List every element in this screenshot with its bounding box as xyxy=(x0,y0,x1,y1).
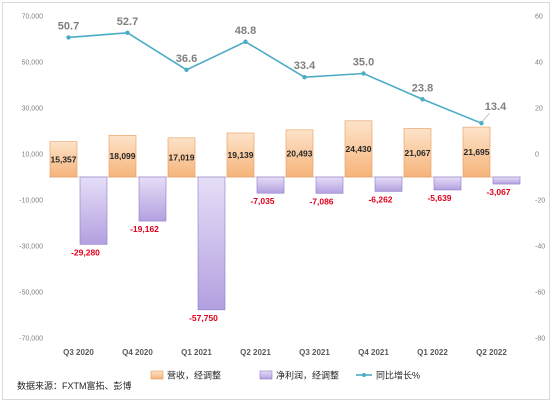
net-profit-bar xyxy=(374,176,403,192)
yoy-growth-point xyxy=(243,39,248,44)
net-profit-data-label: -7,035 xyxy=(250,196,274,206)
yoy-growth-point xyxy=(361,71,366,76)
chart-frame: 70,000 50,000 30,000 10,000 -10,000 -30,000 -5… xyxy=(2,2,550,400)
left-tick-label: -50,000 xyxy=(19,290,43,297)
net-profit-data-label: -29,280 xyxy=(71,247,100,257)
legend-yoy-label: 同比增长% xyxy=(376,370,420,381)
revenue-data-label: 24,430 xyxy=(346,144,372,154)
right-tick-label: 20 xyxy=(535,106,543,113)
yoy-growth-point xyxy=(125,30,130,35)
yoy-growth-data-label: 52.7 xyxy=(117,16,138,28)
net-profit-bar xyxy=(433,176,462,191)
legend: 营收，经调整 净利润，经调整 同比增长% xyxy=(150,370,420,381)
revenue-data-label: 17,019 xyxy=(169,152,195,162)
left-tick-label: 50,000 xyxy=(22,60,44,67)
right-tick-label: -40 xyxy=(535,244,545,251)
left-axis: 70,000 50,000 30,000 10,000 -10,000 -30,000 -5… xyxy=(19,14,43,343)
category-label: Q1 2021 xyxy=(181,348,212,357)
net-profit-data-label: -3,067 xyxy=(486,187,510,197)
yoy-growth-data-label: 50.7 xyxy=(58,20,79,32)
bar-series: 15,357 -29,280 18,099 -19,162 17,019 -57,750 1… xyxy=(49,120,521,323)
yoy-growth-point xyxy=(302,74,307,80)
category-label: Q3 2021 xyxy=(299,348,330,357)
yoy-growth-point xyxy=(420,97,425,102)
left-tick-label: -10,000 xyxy=(19,198,43,205)
revenue-bar xyxy=(344,120,373,178)
category-label: Q2 2022 xyxy=(476,348,507,357)
left-tick-label: -30,000 xyxy=(19,244,43,251)
revenue-data-label: 18,099 xyxy=(110,151,136,161)
category-label: Q4 2020 xyxy=(122,348,153,357)
yoy-label-leader xyxy=(482,112,490,122)
yoy-growth-point xyxy=(66,35,71,40)
net-profit-data-label: -6,262 xyxy=(368,194,392,204)
right-tick-label: 0 xyxy=(535,152,539,159)
revenue-data-label: 19,139 xyxy=(228,150,254,160)
legend-revenue-swatch xyxy=(150,370,164,380)
left-tick-label: -70,000 xyxy=(19,336,43,343)
net-profit-bar xyxy=(197,176,226,311)
right-tick-label: -80 xyxy=(535,336,545,343)
net-profit-data-label: -57,750 xyxy=(189,313,218,323)
yoy-growth-data-label: 33.4 xyxy=(294,60,316,72)
category-label: Q1 2022 xyxy=(417,348,448,357)
net-profit-data-label: -7,086 xyxy=(309,196,333,206)
revenue-data-label: 21,695 xyxy=(464,147,490,157)
left-tick-label: 30,000 xyxy=(22,106,44,113)
revenue-bar xyxy=(462,126,491,178)
revenue-data-label: 20,493 xyxy=(287,148,313,158)
yoy-growth-data-label: 36.6 xyxy=(176,53,197,65)
right-tick-label: -20 xyxy=(535,198,545,205)
yoy-growth-point xyxy=(479,120,484,126)
net-profit-bar xyxy=(315,176,344,194)
yoy-growth-data-label: 23.8 xyxy=(412,82,433,94)
legend-net-profit-swatch xyxy=(259,370,273,380)
net-profit-bar xyxy=(138,176,167,222)
right-tick-label: -60 xyxy=(535,290,545,297)
legend-yoy-marker xyxy=(362,373,366,377)
legend-net-profit-label: 净利润，经调整 xyxy=(276,370,339,381)
category-label: Q2 2021 xyxy=(240,348,271,357)
yoy-growth-data-label: 48.8 xyxy=(235,25,256,37)
revenue-bar xyxy=(226,132,255,178)
left-tick-label: 10,000 xyxy=(22,152,44,159)
category-axis: Q3 2020 Q4 2020 Q1 2021 Q2 2021 Q3 2021 Q4 20… xyxy=(63,348,507,357)
data-source-note: 数据来源：FXTM富拓、彭博 xyxy=(17,381,132,391)
yoy-growth-point xyxy=(184,67,189,73)
net-profit-data-label: -19,162 xyxy=(130,224,159,234)
revenue-bar xyxy=(285,129,314,178)
net-profit-data-label: -5,639 xyxy=(427,193,451,203)
yoy-growth-data-label: 35.0 xyxy=(353,57,374,69)
line-series: 50.7 52.7 36.6 48.8 33.4 35.0 23.8 13.4 xyxy=(58,16,507,126)
yoy-growth-data-label: 13.4 xyxy=(485,101,507,113)
revenue-bar xyxy=(108,135,137,178)
category-label: Q3 2020 xyxy=(63,348,94,357)
revenue-data-label: 21,067 xyxy=(405,148,431,158)
yoy-growth-line xyxy=(68,31,482,124)
revenue-bar xyxy=(167,137,196,178)
legend-revenue-label: 营收，经调整 xyxy=(167,370,221,381)
chart-canvas: 70,000 50,000 30,000 10,000 -10,000 -30,000 -5… xyxy=(19,14,545,381)
net-profit-bar xyxy=(79,176,108,245)
revenue-bar xyxy=(49,141,78,178)
net-profit-bar xyxy=(492,176,521,185)
revenue-bar xyxy=(403,128,432,178)
right-tick-label: 40 xyxy=(535,60,543,67)
category-label: Q4 2021 xyxy=(358,348,389,357)
right-axis: 60 40 20 0 -20 -40 -60 -80 xyxy=(535,14,545,343)
net-profit-bar xyxy=(256,176,285,194)
right-tick-label: 60 xyxy=(535,14,543,21)
revenue-data-label: 15,357 xyxy=(51,154,77,164)
left-tick-label: 70,000 xyxy=(22,14,44,21)
